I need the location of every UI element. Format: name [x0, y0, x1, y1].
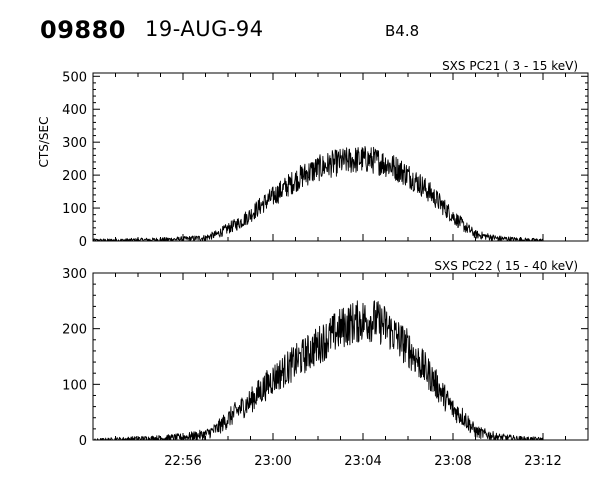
panel-title: SXS PC22 ( 15 - 40 keV) [434, 259, 578, 273]
y-tick-label: 200 [62, 323, 87, 338]
x-tick-label: 23:04 [344, 454, 381, 469]
plot-frame [92, 272, 589, 441]
y-tick-label: 300 [62, 136, 87, 151]
figure-header: 09880 19-AUG-94 B4.8 [0, 0, 600, 60]
x-tick-label: 22:56 [164, 454, 201, 469]
light-curve-series [92, 300, 544, 441]
x-tick-label: 23:00 [254, 454, 291, 469]
x-tick-label: 23:08 [434, 454, 471, 469]
y-tick-label: 0 [79, 434, 87, 449]
panel-title: SXS PC21 ( 3 - 15 keV) [442, 59, 578, 73]
light-curve-series [92, 146, 544, 242]
y-tick-label: 200 [62, 169, 87, 184]
y-tick-label: 100 [62, 378, 87, 393]
flare-class: B4.8 [385, 22, 420, 40]
x-tick-label: 23:12 [524, 454, 561, 469]
y-tick-label: 400 [62, 103, 87, 118]
y-tick-label: 300 [62, 267, 87, 282]
event-id: 09880 [40, 16, 126, 44]
panel-1: 0 100 200 300 400 500 SXS PC21 ( 3 - 15 keV) CT… [37, 59, 589, 250]
y-axis-label: CTS/SEC [37, 117, 51, 168]
panel-2: 0 100 200 300 22:56 23:00 23:04 23:08 23:12 SXS P… [62, 259, 589, 469]
y-tick-label: 500 [62, 70, 87, 85]
y-tick-label: 0 [79, 235, 87, 250]
y-tick-label: 100 [62, 202, 87, 217]
event-date: 19-AUG-94 [145, 17, 264, 41]
